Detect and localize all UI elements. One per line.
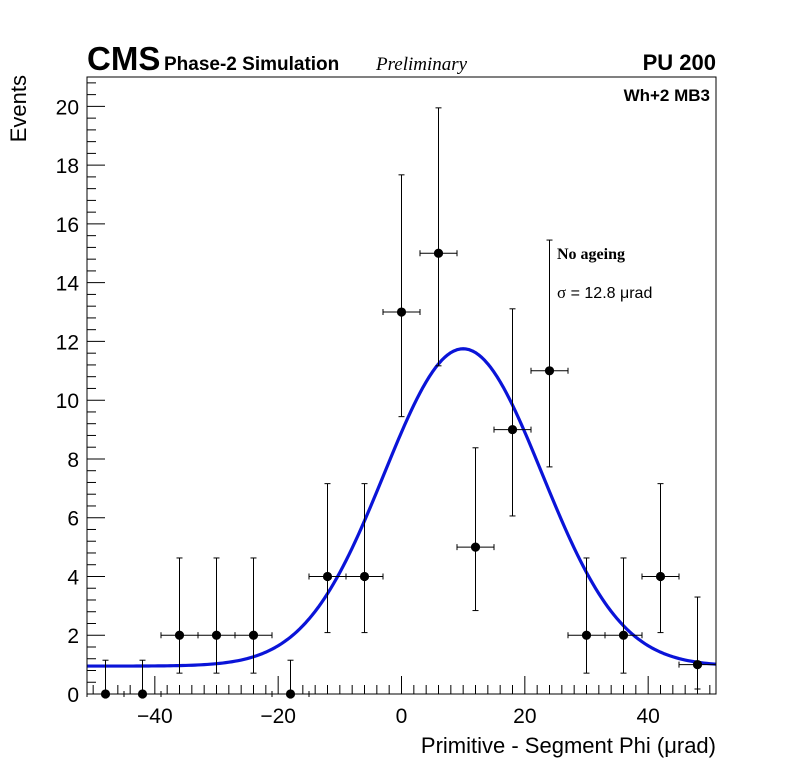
- data-point-group: [493, 308, 532, 517]
- y-tick-label: 14: [56, 273, 80, 296]
- x-tick-label: −40: [137, 705, 173, 728]
- axes: −40 −20 0 20 40 0 2 4 6 8 10 12 14 16 18 20: [56, 76, 717, 728]
- data-point: [655, 571, 666, 582]
- data-point: [248, 630, 259, 640]
- data-point-group: [530, 239, 569, 468]
- y-tick-label: 16: [56, 214, 79, 237]
- data-point-group: [345, 483, 384, 634]
- fit-layer: [87, 347, 717, 668]
- data-point-group: [197, 557, 236, 674]
- data-point-group: [567, 557, 606, 674]
- data-point-group: [678, 596, 717, 690]
- data-point: [470, 542, 481, 552]
- data-point: [544, 366, 555, 376]
- cms-label: CMS: [87, 40, 160, 77]
- x-tick-label: 40: [636, 705, 659, 728]
- sigma-label: σ = 12.8 μrad: [557, 283, 652, 302]
- ageing-label: No ageing: [557, 246, 625, 263]
- data-point-group: [641, 483, 680, 634]
- data-point: [396, 307, 407, 317]
- data-point-group: [456, 447, 495, 612]
- data-point-group: [160, 557, 199, 674]
- data-point: [581, 630, 592, 640]
- data-point: [211, 630, 222, 640]
- y-tick-label: 18: [56, 155, 79, 178]
- y-tick-label: 0: [67, 684, 79, 707]
- data-point-group: [234, 557, 273, 674]
- data-point: [618, 630, 629, 640]
- preliminary-label: Preliminary: [375, 54, 468, 75]
- pileup-label: PU 200: [643, 50, 716, 75]
- data-point: [359, 571, 370, 582]
- x-tick-label: 0: [396, 705, 408, 728]
- simulation-label: Phase-2 Simulation: [164, 54, 339, 75]
- data-point: [507, 424, 518, 435]
- x-tick-label: −20: [260, 705, 296, 728]
- data-point: [322, 571, 333, 582]
- y-tick-label: 20: [56, 96, 79, 119]
- data-point: [692, 660, 703, 670]
- region-label: Wh+2 MB3: [624, 86, 710, 105]
- y-tick-label: 12: [56, 331, 79, 354]
- x-tick-label: 20: [513, 705, 536, 728]
- y-tick-label: 2: [67, 625, 79, 648]
- data-point-group: [382, 174, 421, 418]
- data-point-group: [419, 107, 458, 367]
- y-tick-label: 8: [67, 449, 79, 472]
- data-point: [433, 248, 444, 258]
- y-tick-label: 10: [56, 390, 79, 413]
- data-point-group: [604, 557, 643, 674]
- x-axis-title: Primitive - Segment Phi (μrad): [421, 733, 716, 758]
- y-tick-label: 4: [67, 566, 79, 589]
- data-points: [86, 107, 717, 699]
- data-point: [174, 630, 185, 640]
- y-tick-label: 6: [67, 508, 79, 531]
- sigma-symbol: σ: [557, 283, 566, 302]
- sigma-value: = 12.8 μrad: [566, 285, 652, 302]
- fit-curve: [87, 347, 717, 668]
- y-axis-title: Events: [6, 75, 31, 142]
